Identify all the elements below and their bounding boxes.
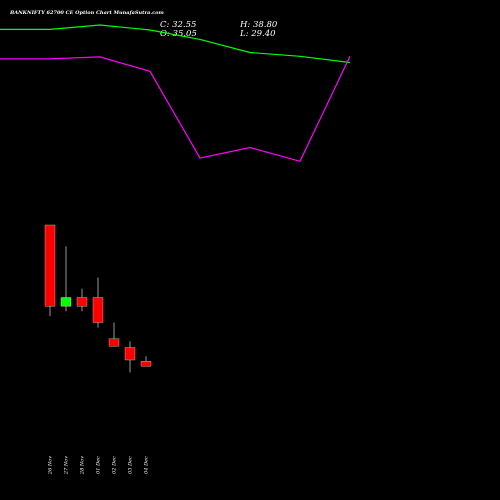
- moving-average-lines: [0, 24, 351, 163]
- x-tick-label: 03 Dec: [128, 456, 134, 474]
- candle-1: [44, 224, 56, 317]
- x-tick-label: 26 Nov: [48, 456, 54, 475]
- low-value: L: 29.40: [240, 29, 276, 39]
- candle-6: [124, 341, 136, 373]
- x-tick-label: 02 Dec: [112, 456, 118, 474]
- x-tick-label: 28 Nov: [80, 456, 86, 475]
- x-axis-ticks: 26 Nov 27 Nov 28 Nov 01 Dec 02 Dec 03 Dec 04 D…: [48, 456, 150, 475]
- x-tick-label: 01 Dec: [96, 456, 102, 474]
- candle-body: [60, 297, 72, 307]
- series-line-1: [0, 24, 351, 64]
- x-tick-label: 27 Nov: [64, 456, 70, 475]
- candles: [44, 224, 152, 373]
- candle-3: [76, 288, 88, 312]
- candle-7: [140, 356, 152, 367]
- candle-2: [60, 246, 72, 312]
- candle-body: [108, 338, 120, 347]
- candle-body: [92, 297, 104, 323]
- candle-4: [92, 277, 104, 328]
- candle-body: [44, 224, 56, 307]
- chart-title: BANKNIFTY 62700 CE Option Chart MunafaSu…: [10, 10, 164, 16]
- close-value: C: 32.55: [160, 20, 197, 30]
- candle-body: [124, 347, 136, 361]
- candle-5: [108, 322, 120, 347]
- candle-body: [140, 361, 152, 367]
- x-tick-label: 04 Dec: [144, 456, 150, 474]
- candle-body: [76, 297, 88, 307]
- series-line-2: [0, 56, 351, 163]
- high-value: H: 38.80: [240, 20, 278, 30]
- open-value: O: 35.05: [160, 29, 197, 39]
